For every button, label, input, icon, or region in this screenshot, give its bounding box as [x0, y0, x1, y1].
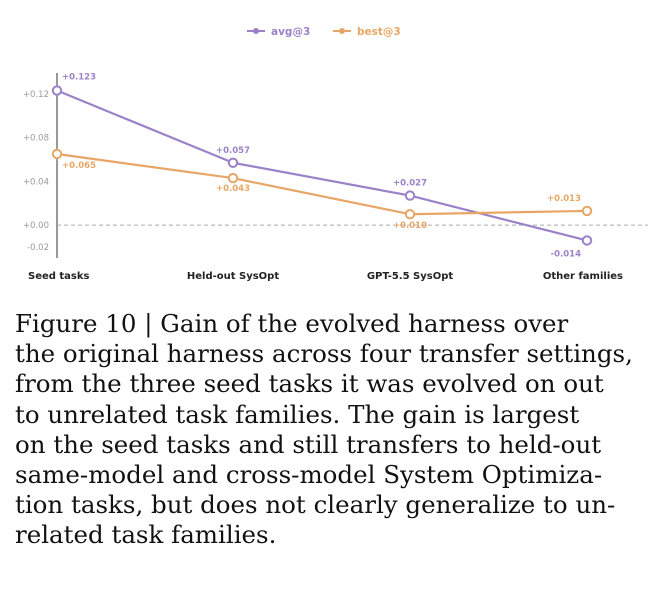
- data-point: [581, 235, 593, 246]
- data-label: +0.013: [547, 194, 581, 204]
- caption-line: Figure 10 | Gain of the evolved harness …: [15, 309, 569, 338]
- figure-caption: Figure 10 | Gain of the evolved harness …: [15, 309, 635, 551]
- data-label: +0.057: [216, 146, 250, 156]
- caption-line: same-model and cross-model System Optimi…: [15, 460, 603, 490]
- x-tick-label: Other families: [543, 271, 623, 282]
- caption-line: tion tasks, but does not clearly general…: [15, 490, 616, 520]
- data-point: [404, 190, 416, 201]
- data-point: [581, 205, 593, 217]
- data-label: -0.014: [551, 249, 581, 259]
- data-label: +0.027: [393, 179, 427, 189]
- data-point: [227, 157, 239, 168]
- x-tick-label: GPT-5.5 SysOpt: [367, 271, 454, 282]
- data-label: +0.065: [62, 161, 96, 171]
- y-tick-label: +0.12: [23, 90, 49, 100]
- data-point: [227, 172, 239, 184]
- legend-swatch-marker: [339, 28, 345, 34]
- data-point: [404, 209, 416, 220]
- chart-series: [51, 85, 593, 246]
- data-label: +0.043: [216, 184, 250, 194]
- y-tick-label: +0.08: [23, 134, 49, 144]
- y-tick-label: +0.00: [23, 221, 49, 231]
- legend-swatch-marker: [253, 28, 259, 34]
- series-line: [56, 89, 588, 242]
- chart-axes: +0.12 +0.08 +0.04 +0.00 -0.02 Seed tasks Held-…: [23, 73, 648, 282]
- data-point: [51, 148, 63, 160]
- x-tick-label: Held-out SysOpt: [187, 271, 279, 282]
- legend-label: avg@3: [271, 26, 310, 38]
- x-tick-label: Seed tasks: [28, 271, 90, 282]
- data-label: +0.123: [62, 73, 96, 83]
- chart-legend: avg@3 best@3: [247, 26, 401, 38]
- caption-line: related task families.: [15, 520, 277, 550]
- y-tick-label: +0.04: [23, 177, 49, 187]
- data-point: [51, 85, 63, 96]
- transfer-gain-chart: avg@3 best@3 +0.12 +0.08 +0.04 +0.00 -0.02 See…: [23, 26, 648, 282]
- legend-label: best@3: [357, 26, 401, 38]
- caption-line: from the three seed tasks it was evolved…: [15, 369, 604, 399]
- caption-line: the original harness across four transfe…: [15, 339, 633, 369]
- data-label: +0.010: [393, 221, 427, 231]
- caption-line: to unrelated task families. The gain is …: [15, 399, 580, 429]
- series-line: [56, 152, 588, 216]
- y-tick-label: -0.02: [27, 243, 49, 253]
- chart-data-labels: +0.123 +0.057 +0.027 -0.014 +0.065 +0.043 +0.0…: [62, 73, 581, 260]
- caption-line: on the seed tasks and still transfers to…: [15, 429, 602, 459]
